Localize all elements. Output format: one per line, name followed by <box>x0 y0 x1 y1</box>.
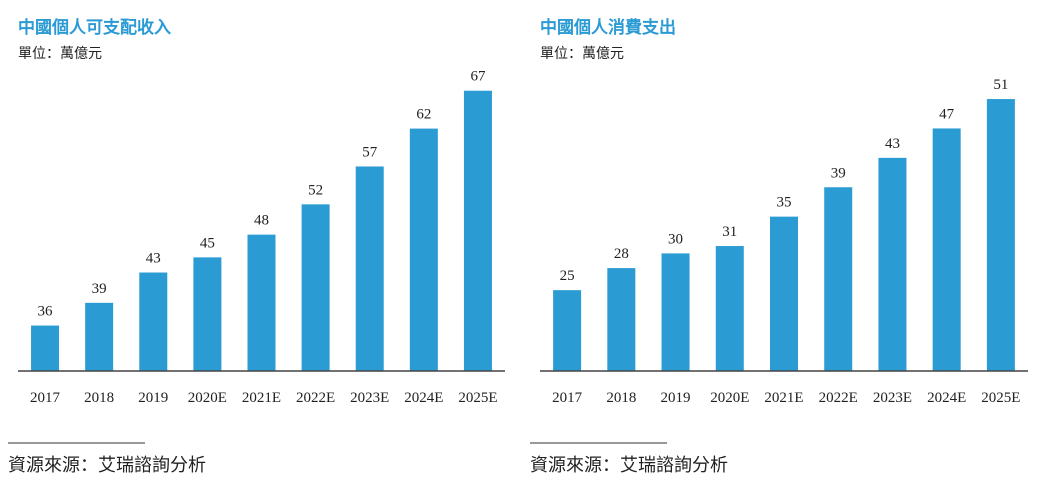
x-tick-label: 2024E <box>404 390 443 406</box>
x-tick-label: 2021E <box>764 390 803 406</box>
x-tick-label: 2023E <box>350 390 389 406</box>
value-label: 43 <box>885 136 900 152</box>
bar <box>986 99 1015 372</box>
x-tick-label: 2022E <box>296 390 335 406</box>
x-tick-label: 2025E <box>458 390 497 406</box>
bar <box>31 325 60 371</box>
bar <box>607 268 636 371</box>
chart-title: 中國個人可支配收入 <box>18 17 171 38</box>
bar <box>661 253 690 371</box>
x-tick-label: 2022E <box>819 390 858 406</box>
value-label: 39 <box>92 281 107 297</box>
bar <box>715 246 744 371</box>
value-label: 62 <box>416 107 431 123</box>
x-tick-label: 2019 <box>661 390 691 406</box>
value-label: 31 <box>722 224 737 240</box>
bar <box>85 302 114 371</box>
source: 資源來源：艾瑞諮詢分析 <box>8 455 206 476</box>
x-tick-label: 2018 <box>606 390 636 406</box>
bar <box>409 128 438 371</box>
value-label: 43 <box>146 251 161 267</box>
source: 資源來源：艾瑞諮詢分析 <box>530 455 728 476</box>
value-label: 67 <box>470 69 486 85</box>
bar <box>824 187 853 371</box>
x-tick-label: 2020E <box>710 390 749 406</box>
x-tick-label: 2017 <box>552 390 583 406</box>
bar <box>139 272 168 371</box>
value-label: 52 <box>308 182 323 198</box>
x-tick-label: 2021E <box>242 390 281 406</box>
bar <box>770 216 798 371</box>
value-label: 36 <box>38 304 54 320</box>
bar <box>878 157 907 371</box>
bar <box>247 234 276 371</box>
bar <box>355 166 384 371</box>
value-label: 39 <box>831 165 846 181</box>
value-label: 25 <box>560 268 575 284</box>
x-tick-label: 2024E <box>927 390 966 406</box>
bar <box>301 204 330 371</box>
bar <box>932 128 961 371</box>
value-label: 57 <box>362 144 378 160</box>
value-label: 30 <box>668 231 683 247</box>
value-label: 51 <box>993 77 1008 93</box>
x-tick-label: 2023E <box>873 390 912 406</box>
x-tick-label: 2018 <box>84 390 114 406</box>
bar <box>553 290 582 371</box>
value-label: 47 <box>939 106 955 122</box>
x-tick-label: 2025E <box>981 390 1020 406</box>
chart-subtitle: 單位：萬億元 <box>540 46 624 62</box>
value-label: 45 <box>200 235 215 251</box>
x-tick-label: 2017 <box>30 390 61 406</box>
chart-subtitle: 單位：萬億元 <box>18 46 102 62</box>
value-label: 35 <box>777 195 792 211</box>
x-tick-label: 2019 <box>138 390 168 406</box>
chart-title: 中國個人消費支出 <box>540 17 676 38</box>
value-label: 28 <box>614 246 629 262</box>
bar <box>463 90 492 371</box>
bar <box>193 257 222 371</box>
x-tick-label: 2020E <box>188 390 227 406</box>
value-label: 48 <box>254 213 269 229</box>
